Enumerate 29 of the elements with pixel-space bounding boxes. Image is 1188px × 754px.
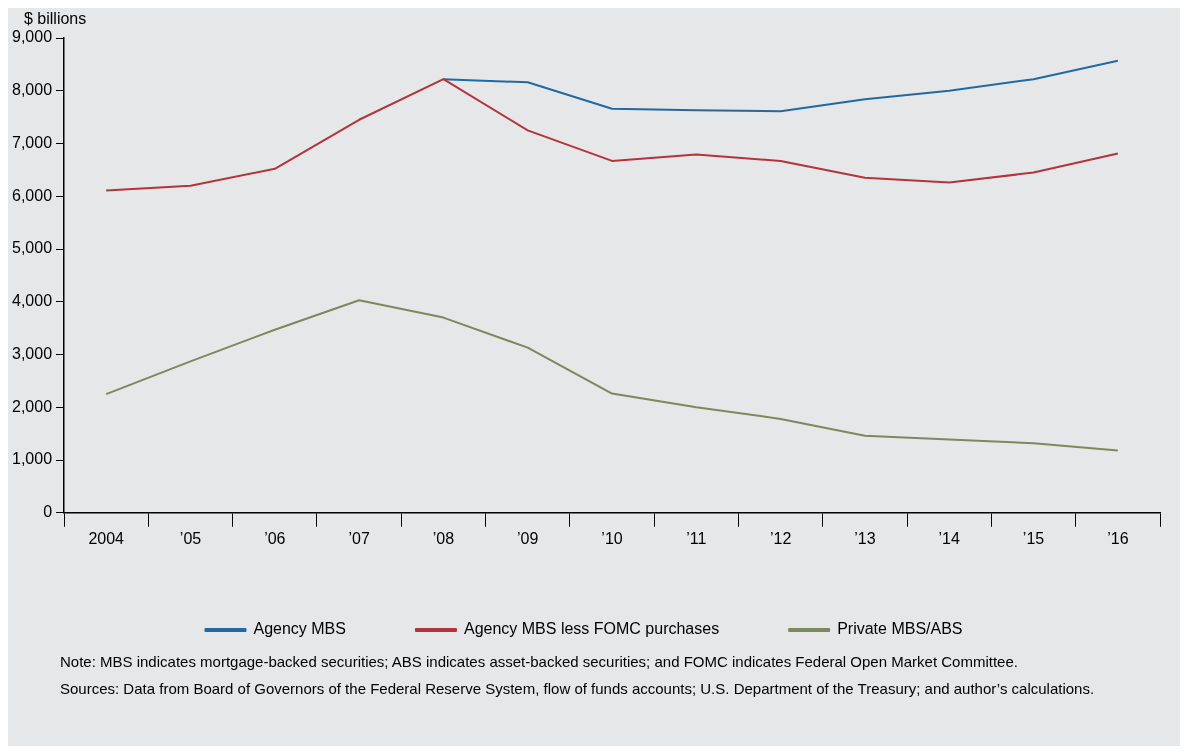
x-tick-label: ’09 bbox=[517, 529, 539, 547]
x-tick-label: ’12 bbox=[769, 529, 792, 547]
x-tick-label: ’11 bbox=[686, 529, 707, 547]
legend-label: Agency MBS less FOMC purchases bbox=[463, 620, 720, 638]
y-tick-label: 9,000 bbox=[11, 28, 53, 46]
y-tick-label: 4,000 bbox=[11, 292, 53, 310]
x-tick-label: ’05 bbox=[179, 529, 202, 547]
x-tick-label: ’13 bbox=[854, 529, 876, 547]
legend-label: Private MBS/ABS bbox=[837, 620, 963, 638]
source-note: Sources: Data from Board of Governors of the Federal Reserve System, flow of funds accounts; U.S. Department of the Treasury; and author’s calculations. bbox=[60, 679, 1096, 698]
y-tick-label: 5,000 bbox=[11, 239, 53, 257]
y-tick-label: 2,000 bbox=[11, 397, 53, 415]
x-tick-label: ’14 bbox=[938, 529, 961, 547]
x-tick-label: ’10 bbox=[601, 529, 623, 547]
x-tick-label: ’07 bbox=[348, 529, 370, 547]
y-tick-label: 1,000 bbox=[11, 450, 53, 468]
legend-label: Agency MBS bbox=[253, 620, 346, 638]
x-tick-label: ’15 bbox=[1022, 529, 1045, 547]
y-tick-label: 6,000 bbox=[11, 186, 53, 204]
y-tick-label: 0 bbox=[43, 503, 53, 521]
y-tick-label: 7,000 bbox=[11, 133, 53, 151]
text: Note: MBS indicates mortgage-backed securities; ABS indicates asset-backed securities; and FOMC indicates Federal Open Market Committee. bbox=[60, 652, 1019, 671]
y-tick-label: 3,000 bbox=[11, 344, 53, 362]
x-tick-label: ’06 bbox=[264, 529, 286, 547]
x-tick-label: ’08 bbox=[432, 529, 455, 547]
x-tick-label: ’16 bbox=[1107, 529, 1129, 547]
y-tick-label: 8,000 bbox=[11, 81, 53, 99]
y-axis-title: $ billions bbox=[24, 10, 87, 28]
x-tick-label: 2004 bbox=[88, 529, 125, 547]
